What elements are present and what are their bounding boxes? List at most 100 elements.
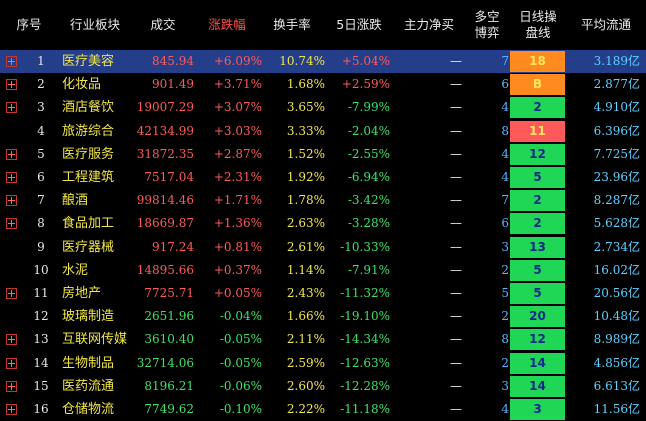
header-sector[interactable]: 行业板块 [69, 17, 120, 32]
sector-name[interactable]: 食品加工 [62, 216, 115, 232]
sector-name[interactable]: 酒店餐饮 [62, 100, 115, 116]
sector-name[interactable]: 医疗服务 [62, 146, 115, 162]
plus-box-icon[interactable] [6, 172, 17, 183]
float-mcap-value: 2.877亿 [593, 77, 640, 92]
daily-setup-badge: 18 [510, 51, 565, 72]
plus-box-icon[interactable] [6, 148, 17, 160]
expand-cell[interactable] [6, 143, 20, 166]
table-row[interactable]: 13 互联网传媒 3610.40 -0.05% 2.11% -14.34% — … [0, 328, 646, 351]
header-float-mcap[interactable]: 平均流通 [580, 17, 631, 32]
header-long-short[interactable]: 多空 博弈 [474, 9, 500, 40]
expand-cell[interactable] [6, 259, 20, 282]
plus-box-icon[interactable] [6, 380, 17, 392]
table-row[interactable]: 5 医疗服务 31872.35 +2.87% 1.52% -2.55% — 4 … [0, 143, 646, 166]
sector-name[interactable]: 房地产 [62, 286, 102, 301]
daily-setup-cell: 5 [510, 282, 565, 305]
sector-name[interactable]: 医药流通 [62, 378, 115, 394]
header-net-inflow[interactable]: 主力净买 [403, 17, 454, 32]
expand-cell[interactable] [6, 328, 20, 351]
expand-cell[interactable] [6, 398, 20, 421]
sector-name[interactable]: 医疗美容 [62, 54, 115, 69]
long-short-value: 2 [501, 355, 509, 370]
header-change[interactable]: 涨跌幅 [208, 17, 246, 32]
volume-value: 917.24 [152, 239, 194, 254]
plus-box-icon[interactable] [6, 288, 17, 299]
volume-value: 845.94 [152, 54, 194, 68]
daily-setup-cell: 5 [510, 166, 565, 189]
expand-cell[interactable] [6, 236, 20, 259]
sector-name[interactable]: 酿酒 [62, 193, 89, 209]
sector-name[interactable]: 工程建筑 [62, 170, 115, 185]
table-row[interactable]: 14 生物制品 32714.06 -0.05% 2.59% -12.63% — … [0, 352, 646, 375]
expand-cell[interactable] [6, 375, 20, 398]
header-daily-setup[interactable]: 日线操 盘线 [519, 9, 557, 40]
sector-name[interactable]: 互联网传媒 [62, 332, 128, 348]
plus-box-icon[interactable] [6, 56, 17, 67]
table-row[interactable]: 10 水泥 14895.66 +0.37% 1.14% -7.91% — 2 5… [0, 259, 646, 282]
sector-name[interactable]: 旅游综合 [62, 123, 115, 139]
net-inflow-value: — [450, 216, 462, 231]
plus-box-icon[interactable] [6, 357, 17, 369]
change-5d-value: -14.34% [340, 332, 390, 347]
plus-box-icon[interactable] [6, 195, 17, 207]
table-row[interactable]: 11 房地产 7725.71 +0.05% 2.43% -11.32% — 5 … [0, 282, 646, 305]
expand-cell[interactable] [6, 352, 20, 375]
daily-setup-cell: 11 [510, 120, 565, 143]
table-row[interactable]: 8 食品加工 18669.87 +1.36% 2.63% -3.28% — 6 … [0, 212, 646, 235]
daily-setup-cell: 12 [510, 328, 565, 351]
table-row[interactable]: 1 医疗美容 845.94 +6.09% 10.74% +5.04% — 7 1… [0, 50, 646, 74]
sector-name[interactable]: 医疗器械 [62, 239, 115, 255]
table-row[interactable]: 7 酿酒 99814.46 +1.71% 1.78% -3.42% — 7 2 … [0, 189, 646, 212]
sector-name[interactable]: 生物制品 [62, 355, 115, 371]
plus-box-icon[interactable] [6, 218, 17, 230]
long-short-value: 4 [501, 402, 509, 416]
expand-cell[interactable] [6, 166, 20, 189]
row-index: 16 [33, 402, 49, 416]
expand-cell[interactable] [6, 189, 20, 212]
plus-box-icon[interactable] [6, 334, 17, 346]
table-row[interactable]: 16 仓储物流 7749.62 -0.10% 2.22% -11.18% — 4… [0, 398, 646, 421]
volume-value: 901.49 [152, 77, 194, 92]
volume-value: 18669.87 [136, 216, 194, 231]
expand-cell[interactable] [6, 96, 20, 119]
sector-name[interactable]: 仓储物流 [62, 402, 115, 417]
header-change-5d[interactable]: 5日涨跌 [336, 17, 382, 32]
sector-name[interactable]: 玻璃制造 [62, 309, 115, 325]
daily-setup-badge: 12 [510, 143, 565, 165]
volume-value: 42134.99 [136, 123, 194, 138]
row-index: 12 [33, 309, 49, 324]
change-value: +0.81% [213, 239, 262, 254]
expand-cell[interactable] [6, 73, 20, 96]
sector-name[interactable]: 化妆品 [62, 77, 102, 93]
net-inflow-value: — [450, 402, 462, 416]
expand-cell[interactable] [6, 305, 20, 328]
header-index[interactable]: 序号 [16, 17, 42, 32]
plus-box-icon[interactable] [6, 79, 17, 91]
expand-cell[interactable] [6, 50, 20, 73]
table-row[interactable]: 6 工程建筑 7517.04 +2.31% 1.92% -6.94% — 4 5… [0, 166, 646, 189]
expand-cell[interactable] [6, 120, 20, 143]
turnover-value: 2.22% [286, 402, 325, 416]
plus-box-icon[interactable] [6, 102, 17, 114]
table-row[interactable]: 9 医疗器械 917.24 +0.81% 2.61% -10.33% — 3 1… [0, 236, 646, 259]
daily-setup-badge: B [510, 74, 565, 96]
table-row[interactable]: 2 化妆品 901.49 +3.71% 1.68% +2.59% — 6 B 2… [0, 73, 646, 96]
sector-name[interactable]: 水泥 [62, 262, 89, 278]
header-volume[interactable]: 成交 [150, 17, 176, 32]
plus-box-icon[interactable] [6, 404, 17, 415]
table-row[interactable]: 15 医药流通 8196.21 -0.06% 2.60% -12.28% — 3… [0, 375, 646, 398]
row-index: 3 [37, 100, 45, 115]
change-5d-value: -12.28% [340, 378, 390, 393]
change-5d-value: -3.28% [347, 216, 390, 231]
table-row[interactable]: 3 酒店餐饮 19007.29 +3.07% 3.65% -7.99% — 4 … [0, 96, 646, 119]
table-row[interactable]: 4 旅游综合 42134.99 +3.03% 3.33% -2.04% — 8 … [0, 120, 646, 143]
daily-setup-badge: 14 [510, 375, 565, 397]
header-turnover[interactable]: 换手率 [273, 17, 311, 32]
expand-cell[interactable] [6, 282, 20, 305]
long-short-value: 8 [501, 123, 509, 138]
net-inflow-value: — [450, 146, 462, 161]
table-row[interactable]: 12 玻璃制造 2651.96 -0.04% 1.66% -19.10% — 2… [0, 305, 646, 328]
expand-cell[interactable] [6, 212, 20, 235]
row-index: 15 [33, 378, 49, 393]
long-short-value: 4 [501, 100, 509, 115]
